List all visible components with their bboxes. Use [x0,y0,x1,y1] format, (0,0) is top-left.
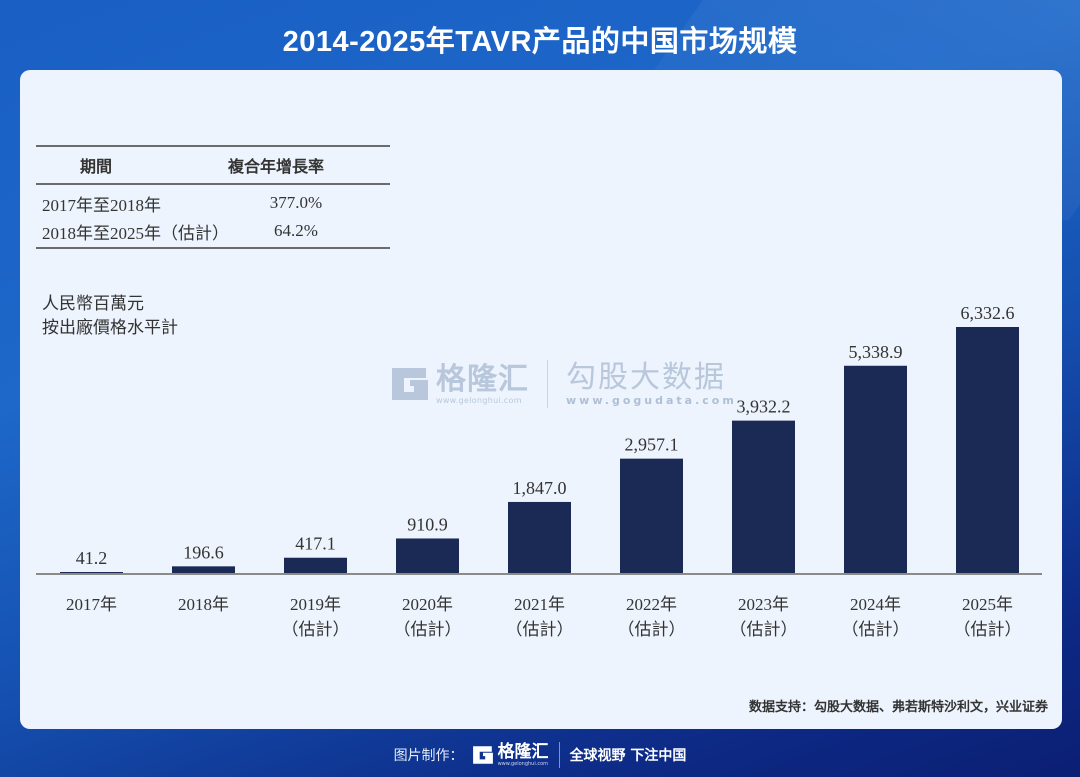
row-rate: 64.2% [274,221,318,240]
page-title: 2014-2025年TAVR产品的中国市场规模 [282,26,798,58]
bar-value-label: 6,332.6 [961,303,1015,323]
footer: 图片制作： 格隆汇 www.gelonghui.com 全球视野 下注中国 [0,738,1080,772]
x-tick-label: 2019年 [290,595,341,614]
row-rate: 377.0% [269,193,323,212]
watermark-brand: 格隆汇 [436,361,529,397]
gelonghui-logo-icon [472,746,493,764]
x-tick-sublabel: （估計） [618,620,686,639]
data-source: 数据支持：勾股大数据、弗若斯特沙利文，兴业证券 [748,700,1048,715]
footer-brand: 格隆汇 [497,742,549,762]
gelonghui-logo-icon [390,364,430,404]
watermark-partner: 勾股大数据 [566,359,726,395]
x-tick-sublabel: （估計） [506,620,574,639]
bar-6 [732,420,795,574]
x-tick-label: 2020年 [402,595,453,614]
row-period: 2017年至2018年 [42,195,161,215]
bar-4 [508,501,571,574]
x-tick-sublabel: （估計） [842,620,910,639]
x-tick-label: 2017年 [66,595,117,614]
bar-value-label: 910.9 [407,514,448,534]
watermark-brand-url: www.gelonghui.com [436,395,522,405]
table-header-rule [36,183,390,185]
bar-value-label: 41.2 [76,548,108,568]
bar-8 [956,327,1019,574]
x-tick-sublabel: （估計） [394,620,462,639]
bar-value-label: 196.6 [183,542,224,562]
x-tick-label: 2025年 [962,595,1013,614]
bar-5 [620,458,683,574]
footer-divider [558,742,560,768]
x-tick-label: 2022年 [626,595,677,614]
x-tick-sublabel: （估計） [282,620,350,639]
x-tick-label: 2018年 [178,595,229,614]
unit-line-currency: 人民幣百萬元 [42,294,144,313]
bar-2 [284,557,347,574]
bar-1 [172,566,235,574]
bar-value-label: 1,847.0 [513,478,567,498]
table-row: 2017年至2018年 377.0% [36,189,390,217]
cagr-table: 期間 複合年增長率 2017年至2018年 377.0% 2018年至2025年… [36,145,390,249]
watermark-partner-url: www.gogudata.com [566,393,737,407]
bar-value-label: 5,338.9 [849,342,903,362]
unit-label: 人民幣百萬元 按出廠價格水平計 [42,292,178,340]
table-bottom-rule [36,247,390,249]
table-row: 2018年至2025年（估計） 64.2% [36,217,390,245]
footer-logo: 格隆汇 www.gelonghui.com [472,743,549,767]
bar-value-label: 417.1 [295,534,336,554]
bar-value-label: 3,932.2 [737,397,791,417]
watermark-divider [547,360,548,408]
row-period: 2018年至2025年（估計） [42,223,229,243]
footer-slogan: 全球视野 下注中国 [569,748,687,764]
unit-line-basis: 按出廠價格水平計 [42,318,178,337]
bar-value-label: 2,957.1 [625,435,679,455]
footer-brand-url: www.gelonghui.com [497,761,548,767]
x-tick-label: 2023年 [738,595,789,614]
x-tick-label: 2024年 [850,595,901,614]
bar-7 [844,365,907,574]
header-period: 期間 [79,157,112,176]
chart-panel: 期間 複合年增長率 2017年至2018年 377.0% 2018年至2025年… [20,70,1062,729]
x-tick-sublabel: （估計） [954,620,1022,639]
bar-chart: 41.2 2017年 196.6 2018年 417.1 2019年 （估計） 910.9 20… [36,303,1042,639]
table-top-rule [36,145,390,147]
header-cagr: 複合年增長率 [227,157,324,176]
watermark: 格隆汇 www.gelonghui.com 勾股大数据 www.gogudata… [390,360,737,408]
table-header-row: 期間 複合年增長率 [36,147,390,183]
bar-3 [396,538,459,574]
made-by-label: 图片制作： [393,748,464,764]
x-tick-label: 2021年 [514,595,565,614]
x-tick-sublabel: （估計） [730,620,798,639]
